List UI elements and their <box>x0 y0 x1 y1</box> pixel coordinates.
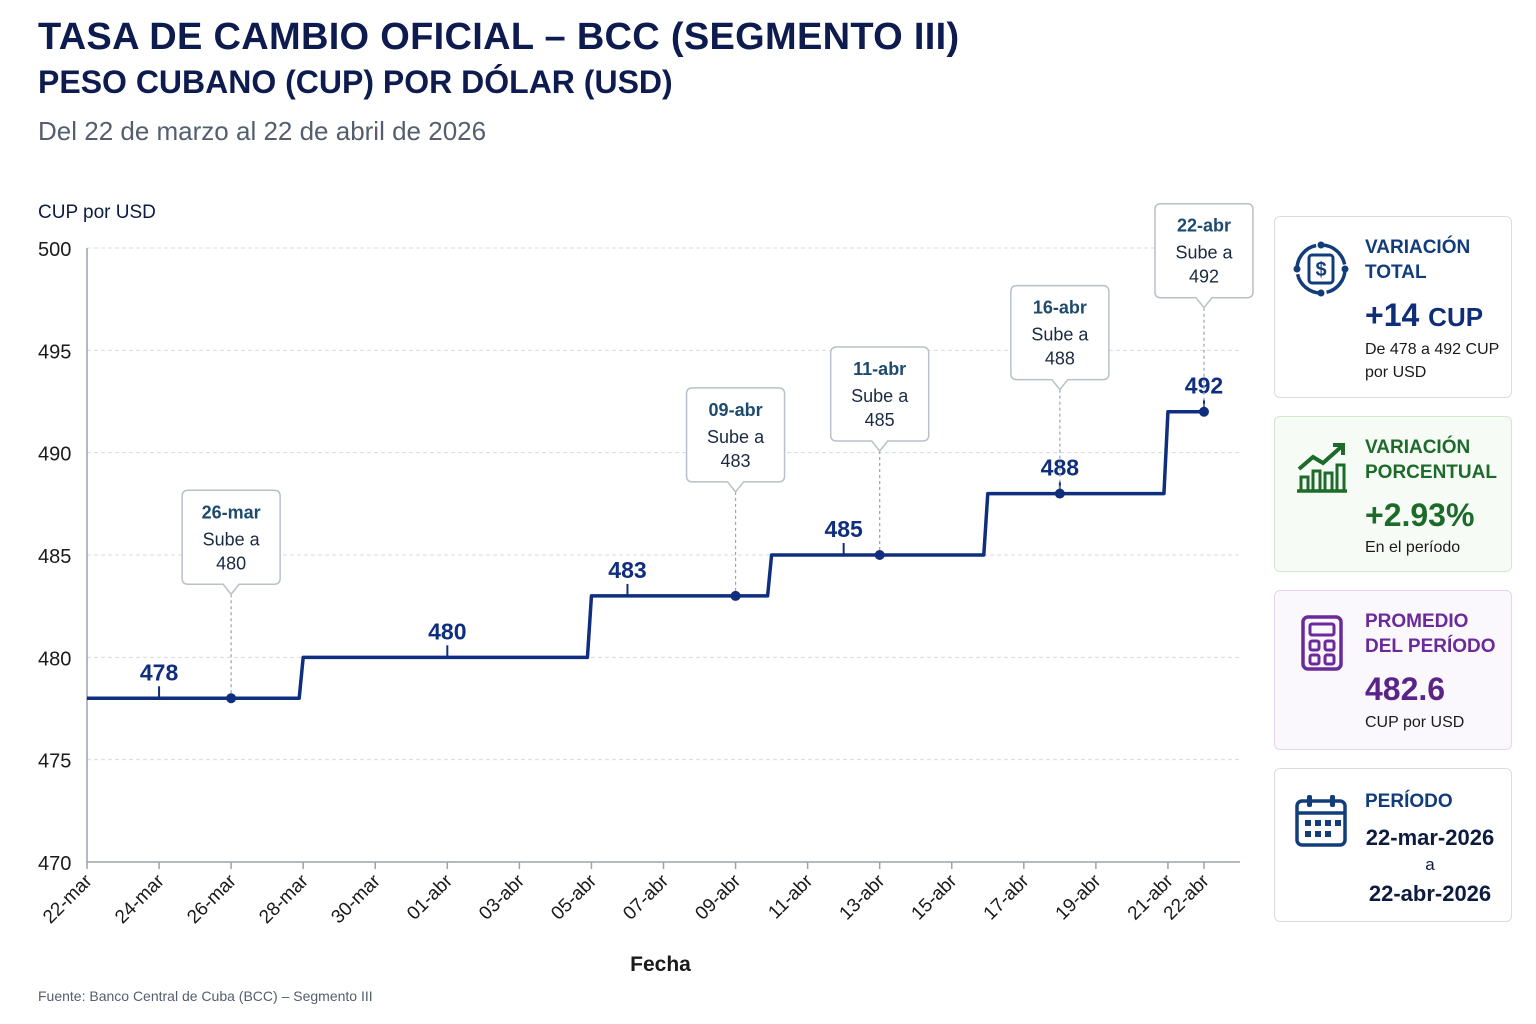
card-total-value: +14 CUP <box>1365 297 1484 333</box>
x-tick-label: 26-mar <box>183 870 241 928</box>
x-tick-label: 19-abr <box>1052 870 1106 924</box>
y-tick-label: 500 <box>38 239 71 261</box>
svg-text:$: $ <box>1315 259 1326 281</box>
source-note: Fuente: Banco Central de Cuba (BCC) – Se… <box>38 988 373 1004</box>
annotation-text: Sube a <box>1175 243 1233 263</box>
period-description: Del 22 de marzo al 22 de abril de 2026 <box>38 116 487 146</box>
x-tick-label: 05-abr <box>547 870 601 924</box>
card-period-start: 22-mar-2026 <box>1365 825 1495 850</box>
annotation-box <box>685 387 786 494</box>
x-tick-label: 24-mar <box>111 870 169 928</box>
card-period-end: 22-abr-2026 <box>1368 881 1492 906</box>
data-point <box>1198 406 1209 417</box>
card-percent-variation: VARIACIÓN PORCENTUAL +2.93% En el períod… <box>1274 416 1512 572</box>
y-tick-label: 480 <box>38 648 71 670</box>
y-tick-label: 475 <box>38 751 71 773</box>
card-average: PROMEDIO DEL PERÍODO 482.6 CUP por USD <box>1274 590 1512 750</box>
card-percent-value: +2.93% <box>1365 497 1475 533</box>
annotation-text: Sube a <box>851 386 909 406</box>
annotation-date: 26-mar <box>202 502 261 522</box>
annotation-text: Sube a <box>707 427 765 447</box>
annotation-callout: 22-abr Sube a 492 <box>1154 202 1254 412</box>
x-tick-label: 17-abr <box>980 870 1034 924</box>
annotation-callout: 16-abr Sube a 488 <box>1010 284 1110 494</box>
card-period: PERÍODO 22-mar-2026 a 22-abr-2026 <box>1274 768 1512 922</box>
annotation-value: 488 <box>1045 349 1075 369</box>
dollar-cycle-icon: $ <box>1293 241 1349 297</box>
y-tick-label: 495 <box>38 341 71 363</box>
calculator-icon <box>1301 615 1343 671</box>
card-average-note: CUP por USD <box>1365 714 1465 731</box>
annotation-date: 11-abr <box>853 359 906 379</box>
card-total-variation: $ VARIACIÓN TOTAL +14 CUP De 478 a 492 C… <box>1274 216 1512 398</box>
annotation-date: 22-abr <box>1177 216 1231 236</box>
annotation-box <box>181 489 281 596</box>
x-tick-label: 15-abr <box>908 870 962 924</box>
growth-chart-icon <box>1297 443 1347 493</box>
annotation-callout: 26-mar Sube a 480 <box>181 489 281 699</box>
annotation-value: 480 <box>216 553 246 573</box>
data-point <box>1054 488 1065 499</box>
card-total-label: VARIACIÓN TOTAL <box>1365 237 1471 283</box>
annotation-box <box>1010 284 1110 391</box>
x-tick-label: 03-abr <box>475 870 529 924</box>
x-tick-label: 13-abr <box>836 870 890 924</box>
series-line <box>87 409 1200 701</box>
page-title: TASA DE CAMBIO OFICIAL – BCC (SEGMENTO I… <box>38 16 960 58</box>
annotation-date: 16-abr <box>1033 298 1087 318</box>
level-label: 480 <box>428 618 466 644</box>
card-average-value: 482.6 <box>1365 671 1446 707</box>
card-period-separator: a <box>1425 855 1435 874</box>
x-tick-label: 22-mar <box>39 870 97 928</box>
annotation-value: 485 <box>865 410 895 430</box>
annotation-callout: 09-abr Sube a 483 <box>685 387 786 596</box>
y-tick-label: 470 <box>38 853 71 875</box>
card-average-label: PROMEDIO DEL PERÍODO <box>1365 611 1496 657</box>
x-tick-label: 07-abr <box>619 870 673 924</box>
card-percent-note: En el período <box>1365 539 1461 556</box>
data-point <box>874 550 885 560</box>
y-axis-label: CUP por USD <box>38 202 156 223</box>
level-label: 485 <box>824 516 863 542</box>
data-point <box>730 590 741 601</box>
annotation-value: 492 <box>1189 267 1219 287</box>
annotation-box <box>829 346 930 453</box>
annotation-text: Sube a <box>1031 325 1089 345</box>
x-tick-label: 28-mar <box>255 870 313 928</box>
annotation-date: 09-abr <box>709 400 763 420</box>
annotation-box <box>1154 202 1254 309</box>
page-subtitle: PESO CUBANO (CUP) POR DÓLAR (USD) <box>38 64 673 100</box>
level-label: 483 <box>608 557 646 583</box>
x-tick-label: 30-mar <box>327 870 385 928</box>
level-label: 478 <box>140 659 179 685</box>
calendar-icon <box>1295 795 1347 847</box>
annotation-value: 483 <box>721 451 751 471</box>
y-tick-label: 485 <box>38 546 71 568</box>
annotation-callout: 11-abr Sube a 485 <box>829 346 930 555</box>
exchange-rate-chart: CUP por USD 470 475 480 485 490 495 500 22-mar 24… <box>38 202 1254 976</box>
annotation-text: Sube a <box>203 529 261 549</box>
y-tick-label: 490 <box>38 444 71 466</box>
x-tick-label: 01-abr <box>403 870 457 924</box>
card-percent-label: VARIACIÓN PORCENTUAL <box>1365 437 1497 483</box>
card-total-note: De 478 a 492 CUP por USD <box>1365 341 1500 381</box>
card-period-label: PERÍODO <box>1365 791 1453 812</box>
data-point <box>226 693 237 704</box>
x-tick-label: 09-abr <box>691 870 745 924</box>
x-tick-label: 11-abr <box>764 870 817 923</box>
x-axis-label: Fecha <box>630 953 691 976</box>
